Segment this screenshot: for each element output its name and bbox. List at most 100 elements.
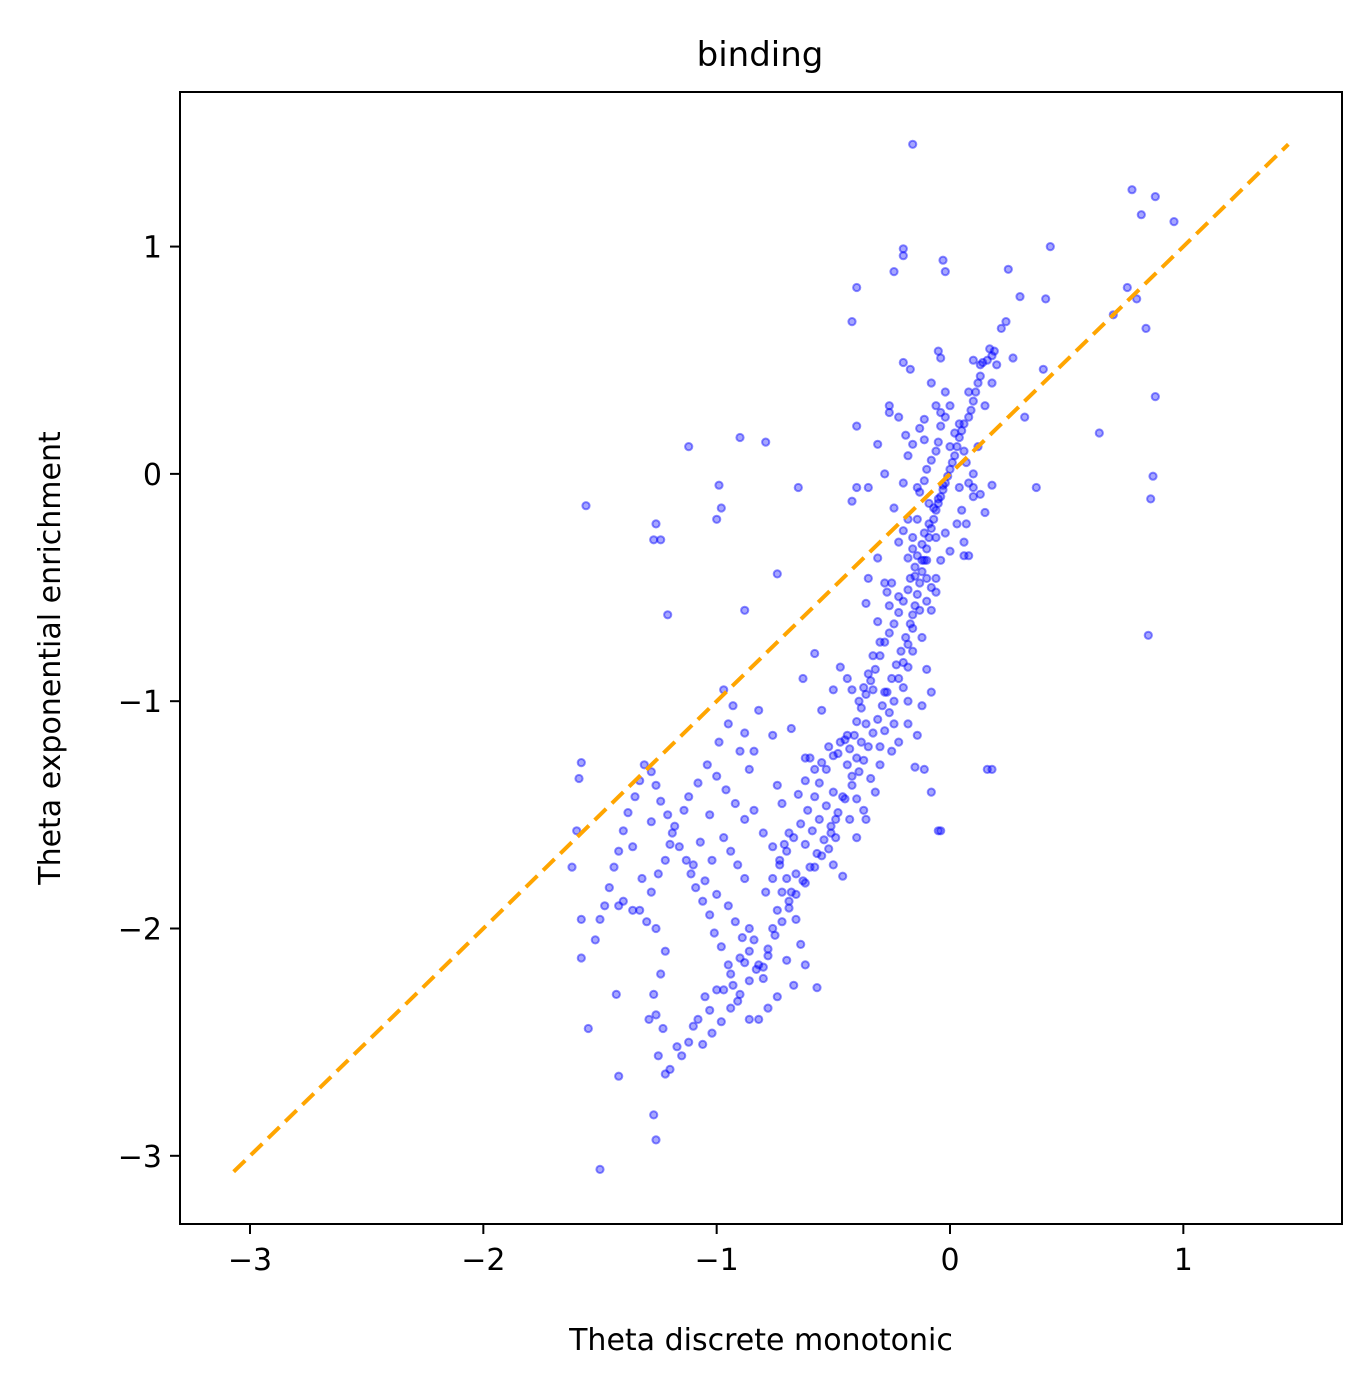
data-point [660,946,670,956]
data-point [740,728,750,738]
data-point [903,662,913,672]
data-point [684,442,694,452]
data-point [817,758,827,768]
data-point [821,764,831,775]
data-point [940,412,950,422]
data-point [1003,264,1013,274]
data-point [810,862,820,872]
data-point [870,787,880,797]
data-point [800,839,810,850]
plot-area [232,139,1290,1175]
data-point [919,414,929,424]
data-point [618,896,628,906]
data-point [833,748,843,759]
data-point [922,555,932,565]
data-point [968,355,978,365]
data-point [898,357,908,368]
data-point [987,764,997,775]
data-point [821,801,831,811]
data-point [611,989,621,1000]
data-point [915,578,925,588]
data-point [873,553,883,563]
data-point [894,737,904,747]
data-point [880,687,890,697]
data-point [905,573,915,584]
data-point [705,810,715,820]
data-point [744,923,754,934]
reference-line [232,142,1290,1174]
data-point [660,855,670,865]
data-point [947,457,957,468]
data-point [975,360,985,370]
data-point [595,914,605,925]
data-point [863,573,873,584]
data-point [782,846,792,856]
data-point [700,992,710,1002]
data-point [789,833,799,843]
data-point [656,796,666,806]
data-point [933,826,943,836]
data-point [831,814,841,825]
x-tick-label: 1 [1174,1243,1193,1278]
data-point [712,771,722,781]
data-point [812,983,822,993]
data-point [852,282,862,293]
data-point [789,980,799,990]
data-point [870,664,880,675]
data-point [684,1037,694,1047]
data-point [782,873,792,884]
data-point [898,596,908,606]
data-point [663,810,673,820]
data-point [686,869,696,879]
data-point [866,773,876,784]
data-point [957,426,967,436]
data-point [583,1023,593,1034]
data-point [798,876,808,886]
data-point [800,776,810,786]
data-point [975,489,985,499]
y-axis: −3 −2 −1 0 1 [118,231,180,1175]
data-point [581,501,591,511]
data-point [674,842,684,852]
data-point [952,442,962,452]
data-point [754,1014,764,1025]
data-point [873,439,883,449]
data-point [889,619,899,629]
data-point [908,623,918,634]
data-point [777,917,787,927]
data-point [1045,242,1055,252]
data-point [847,685,857,695]
data-point [973,378,983,388]
data-point [775,860,785,870]
data-point [819,835,829,845]
data-point [761,887,771,897]
data-point [651,780,661,790]
data-point [954,432,964,443]
data-point [651,1135,661,1145]
data-point [807,826,817,836]
data-point [938,255,948,265]
data-point [847,317,857,327]
data-point [779,839,789,850]
data-point [1015,292,1025,302]
data-point [845,744,855,754]
data-point [929,503,939,513]
data-point [982,355,992,365]
data-point [677,1051,687,1061]
data-point [866,676,876,686]
data-point [730,798,740,809]
data-point [842,730,852,740]
data-point [700,876,710,886]
data-point [646,767,656,777]
data-point [964,412,974,422]
data-point [656,969,666,979]
data-point [831,833,841,843]
data-point [642,917,652,927]
data-point [824,742,834,752]
data-point [600,901,610,911]
data-point [882,687,892,697]
data-point [653,869,663,879]
data-point [758,828,768,838]
data-point [712,514,722,524]
data-point [847,771,857,781]
